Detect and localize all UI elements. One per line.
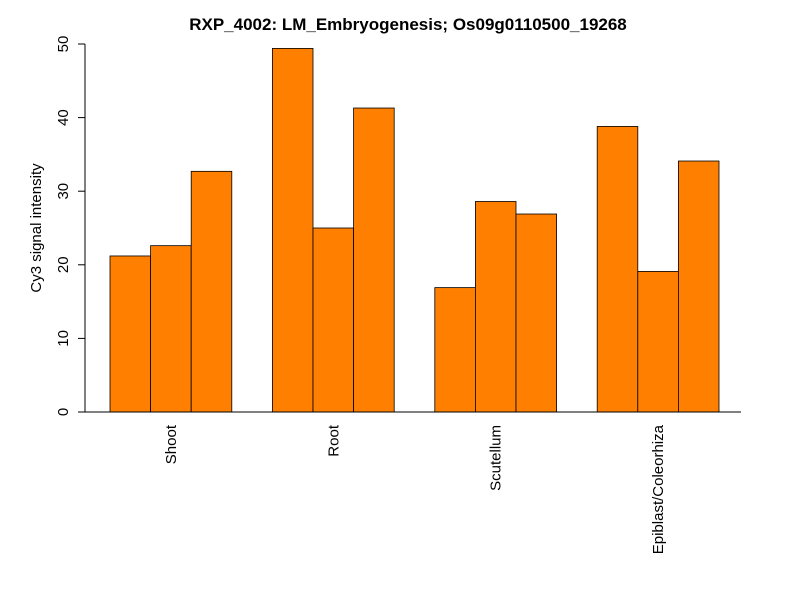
category-label: Root bbox=[325, 424, 342, 457]
y-tick-label: 10 bbox=[55, 330, 72, 347]
bar bbox=[271, 48, 314, 413]
bar bbox=[637, 271, 679, 413]
y-axis-label: Cy3 signal intensity bbox=[28, 163, 45, 293]
bar bbox=[150, 245, 192, 413]
chart-title: RXP_4002: LM_Embryogenesis; Os09g0110500… bbox=[189, 15, 627, 34]
y-tick-label: 20 bbox=[55, 256, 72, 273]
category-label: Epiblast/Coleorhiza bbox=[650, 424, 667, 554]
bar bbox=[109, 255, 151, 413]
bar bbox=[353, 107, 395, 413]
y-axis: 0 10 20 30 40 50 bbox=[55, 36, 86, 416]
y-tick-label: 0 bbox=[55, 408, 72, 416]
y-tick-label: 40 bbox=[55, 109, 72, 126]
bar bbox=[434, 287, 476, 413]
bar bbox=[515, 213, 557, 413]
y-tick-label: 50 bbox=[55, 36, 72, 53]
bars-group bbox=[109, 48, 720, 413]
bar bbox=[312, 227, 354, 413]
category-labels: Shoot Root Scutellum Epiblast/Coleorhiza bbox=[163, 424, 667, 554]
bar bbox=[474, 201, 517, 413]
bar bbox=[596, 126, 639, 413]
bar bbox=[678, 160, 720, 413]
category-label: Shoot bbox=[163, 424, 180, 464]
category-label: Scutellum bbox=[488, 425, 505, 491]
y-tick-label: 30 bbox=[55, 183, 72, 200]
bar bbox=[190, 170, 233, 413]
